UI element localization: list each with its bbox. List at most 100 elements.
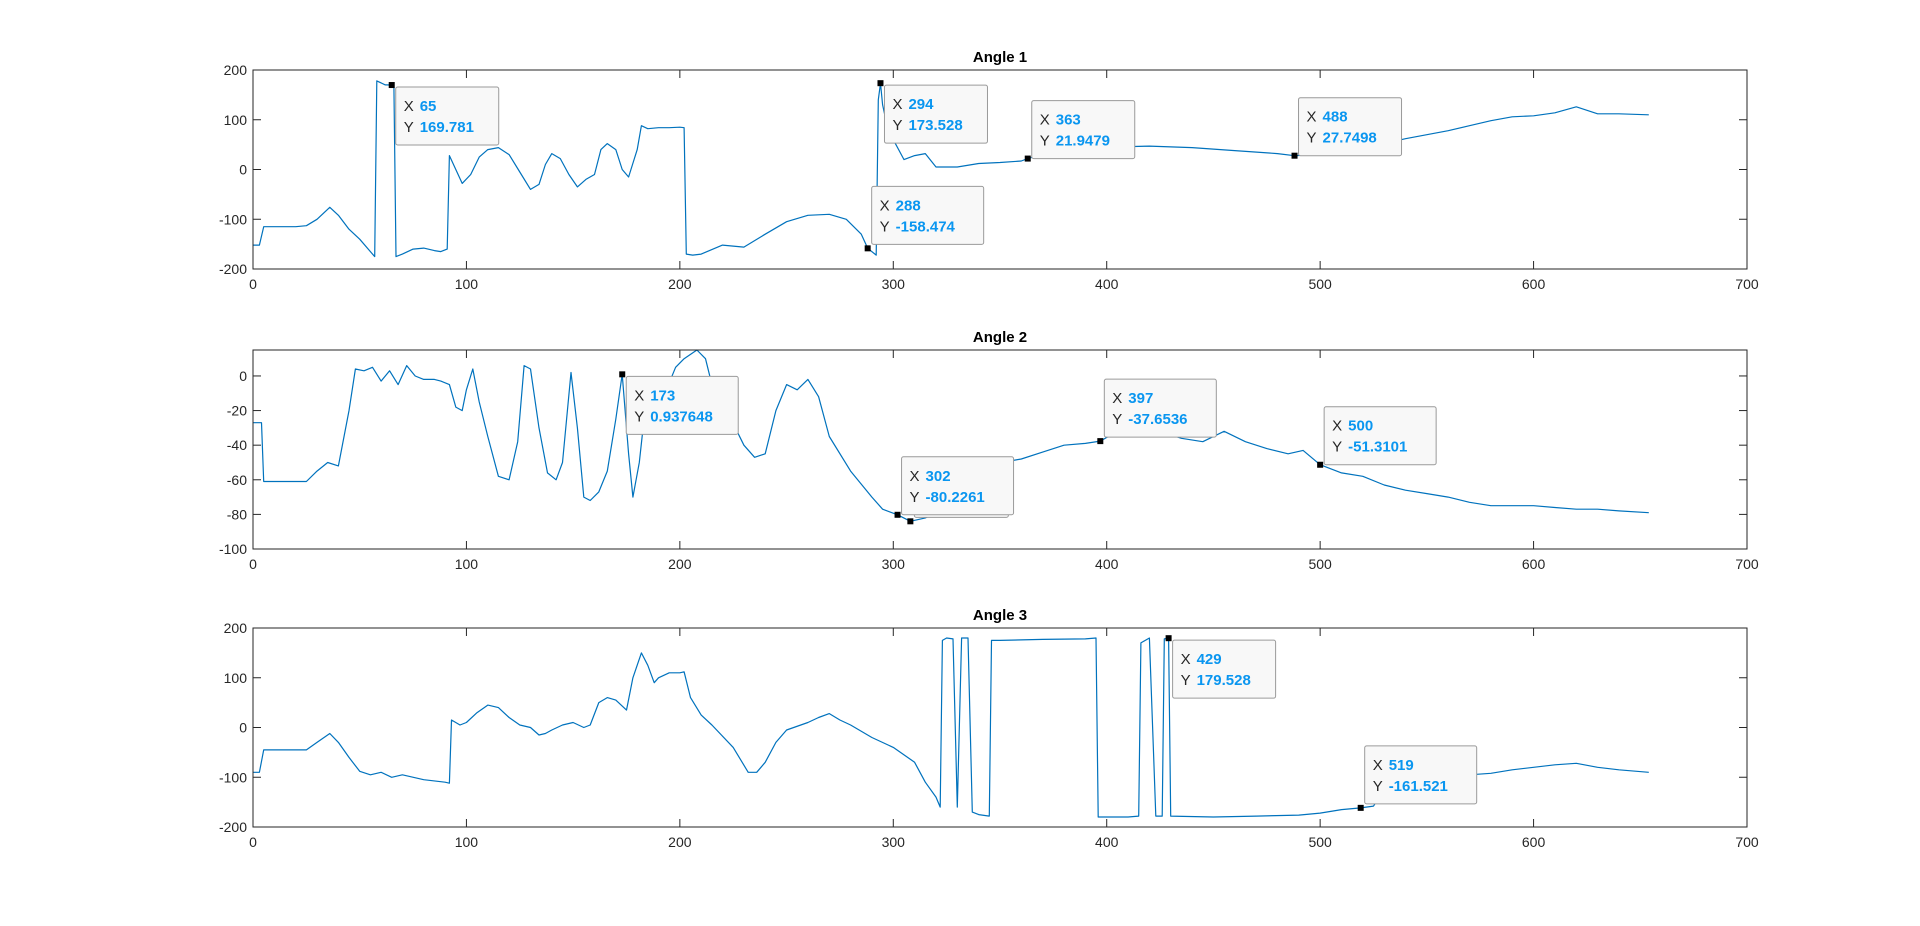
y-tick-label: -100	[219, 211, 247, 227]
y-tick-label: -100	[219, 769, 247, 785]
chart-title: Angle 1	[973, 49, 1027, 66]
datatip-y-prefix: Y	[1332, 439, 1342, 456]
x-tick-label: 500	[1308, 276, 1332, 292]
datatip-x-prefix: X	[880, 197, 890, 214]
datatip-y-prefix: Y	[404, 119, 414, 136]
datatip-y-prefix: Y	[880, 218, 890, 235]
datatip-marker	[907, 518, 914, 525]
datatip-x-prefix: X	[1112, 390, 1122, 407]
datatip-y-prefix: Y	[634, 408, 644, 425]
datatip-y-value: 173.528	[908, 117, 962, 134]
datatip-marker	[1024, 155, 1031, 162]
datatip-y-value: -37.6536	[1128, 411, 1187, 428]
y-tick-label: 0	[239, 162, 247, 178]
datatip-y-prefix: Y	[1307, 130, 1317, 147]
x-tick-label: 0	[249, 556, 257, 572]
datatip-marker	[1165, 635, 1172, 642]
datatip-y-prefix: Y	[910, 489, 920, 506]
datatip-box	[1172, 639, 1277, 699]
x-tick-label: 100	[455, 276, 479, 292]
datatip-x-prefix: X	[404, 98, 414, 115]
datatip-x-value: 363	[1056, 112, 1081, 129]
x-tick-label: 300	[882, 276, 906, 292]
y-tick-label: 200	[224, 620, 248, 636]
x-tick-label: 200	[668, 834, 692, 850]
y-tick-label: -80	[227, 506, 247, 522]
x-tick-label: 400	[1095, 834, 1119, 850]
datatip-x-value: 519	[1389, 757, 1414, 774]
datatip: X 302 Y -80.2261	[894, 456, 1015, 518]
datatip-marker	[388, 82, 395, 89]
chart-title: Angle 2	[973, 329, 1027, 346]
datatip-y-value: 0.937648	[650, 408, 713, 425]
datatip-x-prefix: X	[1181, 651, 1191, 668]
chart-title: Angle 3	[973, 607, 1027, 624]
y-tick-label: -200	[219, 261, 247, 277]
datatip-box	[625, 375, 739, 435]
x-tick-label: 700	[1735, 834, 1759, 850]
y-tick-label: -60	[227, 472, 247, 488]
datatip: X 173 Y 0.937648	[619, 371, 739, 435]
x-tick-label: 200	[668, 556, 692, 572]
datatip: X 65 Y 169.781	[388, 82, 500, 146]
datatip: X 397 Y -37.6536	[1097, 378, 1217, 445]
y-tick-label: -40	[227, 437, 247, 453]
x-tick-label: 100	[455, 834, 479, 850]
datatip: X 288 Y -158.474	[864, 185, 985, 252]
datatip-x-value: 488	[1323, 109, 1348, 126]
datatip-box	[901, 456, 1015, 516]
y-tick-label: 0	[239, 368, 247, 384]
y-tick-label: -100	[219, 541, 247, 557]
y-tick-label: 0	[239, 720, 247, 736]
datatip-y-value: 21.9479	[1056, 133, 1110, 150]
datatip-x-prefix: X	[1332, 418, 1342, 435]
datatip-x-value: 500	[1348, 418, 1373, 435]
series-line	[253, 349, 1649, 522]
datatip-y-value: -161.521	[1389, 778, 1448, 795]
x-tick-label: 500	[1308, 834, 1332, 850]
datatip-marker	[1097, 438, 1104, 445]
datatip: X 363 Y 21.9479	[1024, 100, 1136, 162]
x-tick-label: 300	[882, 834, 906, 850]
datatip-y-prefix: Y	[1373, 778, 1383, 795]
y-tick-label: 100	[224, 112, 248, 128]
datatip-box	[1031, 100, 1136, 160]
y-tick-label: 100	[224, 670, 248, 686]
x-tick-label: 0	[249, 276, 257, 292]
y-tick-label: 200	[224, 62, 248, 78]
datatip-y-value: 27.7498	[1323, 130, 1377, 147]
datatip-box	[1323, 406, 1437, 466]
datatip-box	[1364, 745, 1478, 805]
datatip-y-value: 179.528	[1197, 672, 1251, 689]
datatip-y-value: -80.2261	[926, 489, 985, 506]
datatip-x-value: 65	[420, 98, 437, 115]
datatip-y-prefix: Y	[1181, 672, 1191, 689]
axes-angle-3: Angle 3 0 100 200 300 400 500 600 700 -200 -100 0 10…	[219, 607, 1759, 850]
series-line	[253, 637, 1649, 818]
y-tick-label: -20	[227, 403, 247, 419]
datatip-x-value: 288	[896, 197, 921, 214]
x-tick-label: 600	[1522, 276, 1546, 292]
x-tick-label: 700	[1735, 556, 1759, 572]
datatip-marker	[864, 245, 871, 252]
datatip-x-prefix: X	[634, 387, 644, 404]
datatip-x-value: 429	[1197, 651, 1222, 668]
datatip-x-prefix: X	[892, 96, 902, 113]
axes-box	[252, 69, 1748, 270]
x-tick-label: 700	[1735, 276, 1759, 292]
y-tick-label: -200	[219, 819, 247, 835]
datatip-x-value: 173	[650, 387, 675, 404]
axes-box	[252, 349, 1748, 550]
datatip-box	[883, 84, 988, 144]
datatip-x-value: 302	[926, 468, 951, 485]
datatip-x-value: 397	[1128, 390, 1153, 407]
datatip-y-prefix: Y	[892, 117, 902, 134]
x-tick-label: 100	[455, 556, 479, 572]
datatip-x-prefix: X	[910, 468, 920, 485]
datatip-x-prefix: X	[1040, 112, 1050, 129]
datatip-marker	[1357, 804, 1364, 811]
datatip-x-prefix: X	[1373, 757, 1383, 774]
datatip-y-prefix: Y	[1112, 411, 1122, 428]
x-tick-label: 600	[1522, 834, 1546, 850]
